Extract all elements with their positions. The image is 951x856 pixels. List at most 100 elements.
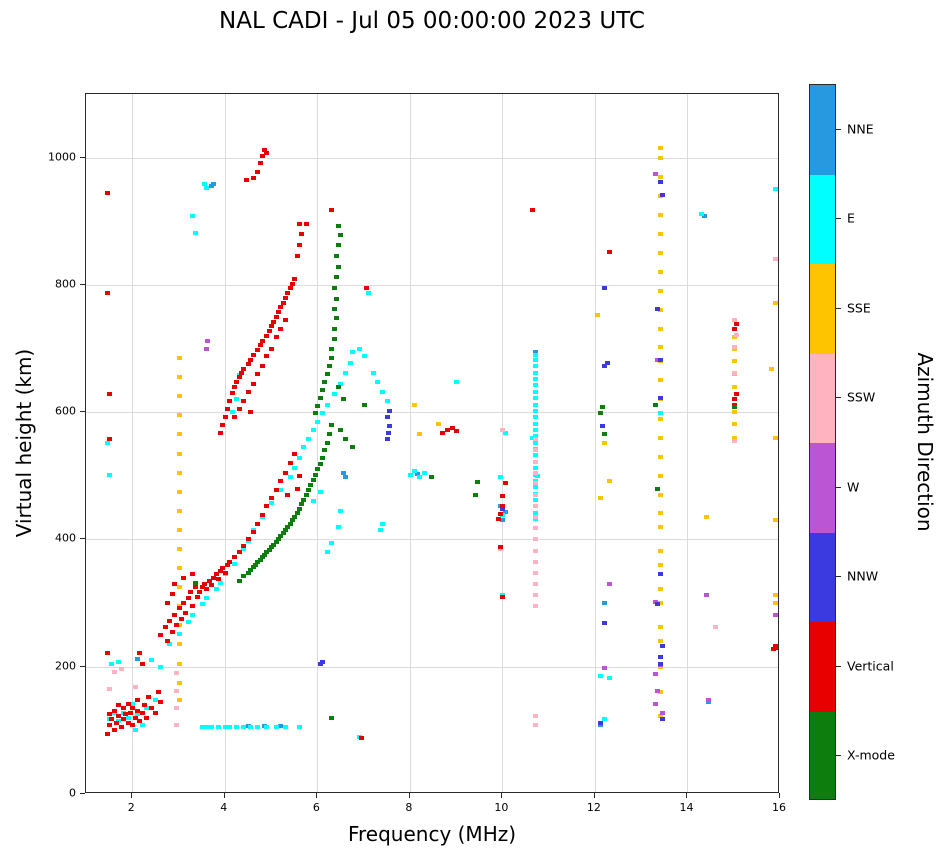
data-point-e xyxy=(317,489,323,494)
data-point-x-mode xyxy=(236,578,242,583)
data-point-e xyxy=(532,453,538,458)
x-tick-mark xyxy=(408,793,410,798)
data-point-vertical xyxy=(199,585,205,590)
colorbar-category-label: W xyxy=(847,479,860,495)
data-point-vertical xyxy=(241,366,247,371)
data-point-vertical xyxy=(273,314,279,319)
data-point-sse xyxy=(435,421,441,426)
data-point-vertical xyxy=(109,716,115,721)
data-point-nnw xyxy=(657,661,663,666)
data-point-vertical xyxy=(169,629,175,634)
data-point-e xyxy=(329,540,335,545)
data-point-sse xyxy=(176,432,182,437)
data-point-sse xyxy=(657,327,663,332)
colorbar-tick xyxy=(836,218,841,220)
data-point-vertical xyxy=(225,562,231,567)
data-point-sse xyxy=(657,345,663,350)
data-point-vertical xyxy=(183,610,189,615)
y-gridline xyxy=(86,412,778,414)
x-gridline xyxy=(687,94,689,792)
data-point-x-mode xyxy=(269,545,275,550)
data-point-e xyxy=(380,389,386,394)
colorbar-band-e xyxy=(810,174,835,264)
data-point-e xyxy=(199,602,205,607)
x-tick-label: 4 xyxy=(220,801,228,814)
colorbar-category-label: X-mode xyxy=(847,747,895,763)
data-point-sse xyxy=(657,251,663,256)
data-point-vertical xyxy=(269,346,275,351)
data-point-x-mode xyxy=(333,316,339,320)
data-point-nne xyxy=(532,349,538,354)
data-point-vertical xyxy=(116,702,122,707)
y-gridline xyxy=(86,284,778,286)
data-point-vertical xyxy=(276,309,281,314)
data-point-vertical xyxy=(266,328,272,333)
data-point-x-mode xyxy=(333,296,339,301)
data-point-vertical xyxy=(278,478,284,483)
data-point-e xyxy=(185,620,191,625)
data-point-e xyxy=(287,475,293,480)
data-point-vertical xyxy=(125,701,131,706)
data-point-e xyxy=(167,642,173,647)
data-point-vertical xyxy=(197,589,203,594)
data-point-e xyxy=(532,402,538,407)
colorbar xyxy=(809,84,836,800)
x-tick-mark xyxy=(316,793,318,798)
data-point-e xyxy=(144,706,150,711)
data-point-vertical xyxy=(213,572,219,577)
data-point-x-mode xyxy=(255,560,261,565)
data-point-x-mode xyxy=(474,480,480,485)
data-point-sse xyxy=(606,478,612,483)
data-point-vertical xyxy=(303,222,309,227)
data-point-x-mode xyxy=(192,580,198,585)
data-point-x-mode xyxy=(287,521,293,526)
data-point-e xyxy=(204,596,210,600)
data-point-vertical xyxy=(250,176,256,180)
data-point-e xyxy=(176,631,182,636)
x-gridline xyxy=(594,94,596,792)
data-point-e xyxy=(532,510,538,515)
y-tick-label: 800 xyxy=(55,277,76,291)
data-point-vertical xyxy=(208,583,214,588)
data-point-ssw xyxy=(532,459,538,464)
data-point-vertical xyxy=(498,545,504,550)
data-point-e xyxy=(532,498,538,502)
data-point-w xyxy=(653,171,659,176)
x-tick-label: 16 xyxy=(772,801,786,814)
data-point-vertical xyxy=(144,715,150,720)
data-point-sse xyxy=(773,435,778,440)
data-point-vertical xyxy=(245,362,251,367)
data-point-vertical xyxy=(158,632,164,637)
x-tick-label: 12 xyxy=(586,801,601,814)
data-point-x-mode xyxy=(315,467,321,472)
data-point-vertical xyxy=(148,706,154,711)
data-point-vertical xyxy=(232,384,238,389)
data-point-ssw xyxy=(132,685,138,690)
data-point-x-mode xyxy=(336,384,342,389)
data-point-vertical xyxy=(734,322,740,327)
data-point-x-mode xyxy=(331,337,337,341)
data-point-vertical xyxy=(299,232,305,236)
data-point-w xyxy=(204,346,210,351)
x-tick-label: 6 xyxy=(312,801,320,814)
y-tick-label: 1000 xyxy=(48,150,76,164)
chart-title: NAL CADI - Jul 05 00:00:00 2023 UTC xyxy=(219,8,645,34)
y-gridline xyxy=(86,666,778,668)
data-point-e xyxy=(107,472,113,477)
data-point-e xyxy=(241,547,247,551)
plot-area xyxy=(85,93,779,793)
x-axis-label: Frequency (MHz) xyxy=(347,822,517,846)
data-point-vertical xyxy=(731,327,737,332)
colorbar-tick xyxy=(836,576,841,578)
data-point-vertical xyxy=(215,576,221,581)
data-point-vertical xyxy=(146,695,152,700)
data-point-vertical xyxy=(264,354,270,359)
colorbar-band-nne xyxy=(810,85,835,175)
data-point-e xyxy=(296,456,302,460)
data-point-vertical xyxy=(259,364,265,369)
data-point-sse xyxy=(176,680,182,685)
colorbar-tick xyxy=(836,397,841,399)
data-point-e xyxy=(278,487,284,492)
data-point-w xyxy=(205,338,211,343)
data-point-x-mode xyxy=(326,364,332,369)
